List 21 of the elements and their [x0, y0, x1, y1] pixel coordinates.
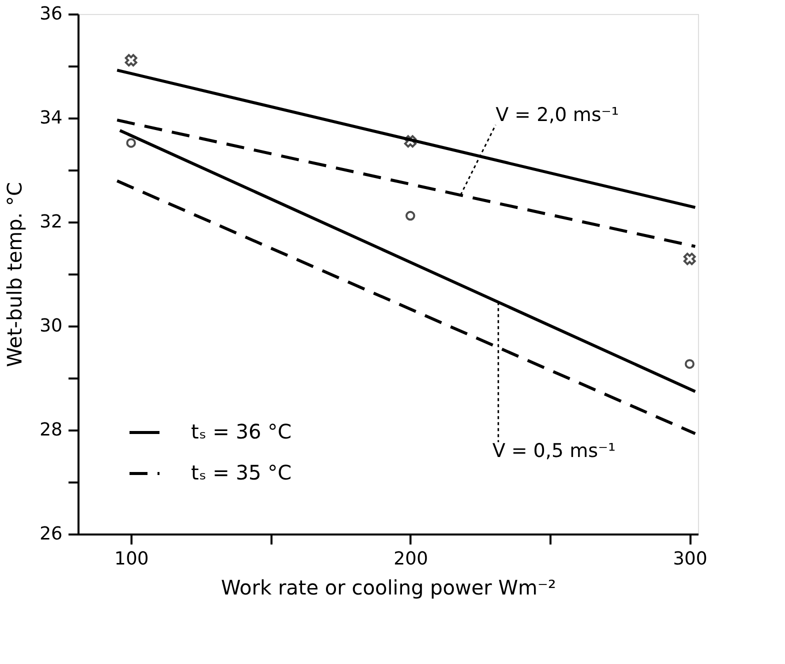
- y-tick-label: 28: [40, 420, 62, 440]
- x-axis-title: Work rate or cooling power Wm⁻²: [220, 576, 556, 600]
- x-tick-label: 200: [394, 548, 428, 570]
- y-tick-label: 30: [40, 316, 62, 336]
- x-tick-label: 100: [114, 548, 149, 570]
- point: [404, 135, 417, 148]
- y-tick-label: 36: [40, 4, 62, 24]
- y-axis-title: Wet-bulb temp. °C: [2, 182, 27, 367]
- y-tick-label: 34: [40, 108, 62, 128]
- legend-label: tₛ = 35 °C: [191, 460, 292, 484]
- point: [124, 54, 138, 66]
- point: [683, 252, 696, 266]
- legend-label: tₛ = 36 °C: [191, 420, 292, 444]
- x-tick-label: 300: [672, 548, 708, 570]
- y-tick-label: 32: [40, 212, 62, 232]
- annotation: V = 0,5 ms⁻¹: [492, 440, 616, 462]
- point: [405, 210, 416, 221]
- annotation: V = 2,0 ms⁻¹: [496, 104, 619, 126]
- point: [684, 359, 694, 369]
- y-tick-label: 26: [40, 524, 62, 544]
- point: [126, 138, 136, 148]
